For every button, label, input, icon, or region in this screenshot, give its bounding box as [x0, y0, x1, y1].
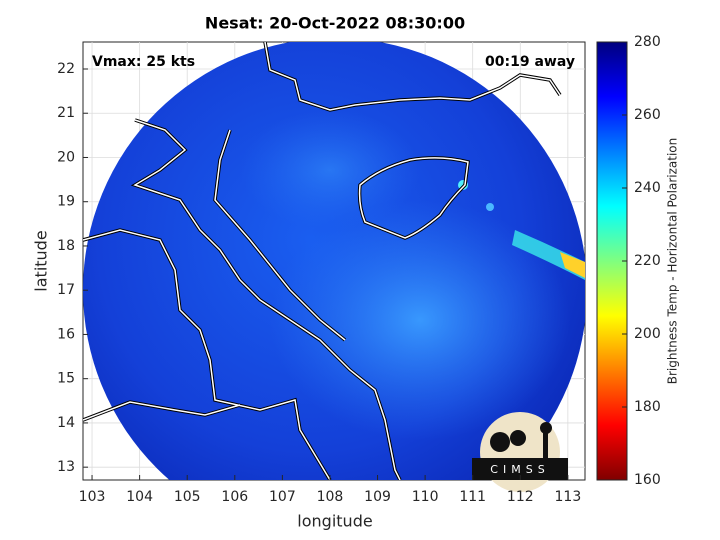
x-tick-label: 110	[412, 489, 439, 505]
y-tick-label: 17	[57, 282, 75, 298]
x-tick-label: 111	[459, 489, 486, 505]
x-axis-label: longitude	[297, 512, 372, 531]
logo: CIMSS	[472, 412, 568, 492]
x-tick-label: 105	[174, 489, 201, 505]
y-tick-label: 22	[57, 61, 75, 77]
y-tick-label: 16	[57, 326, 75, 342]
y-tick-label: 15	[57, 371, 75, 387]
colorbar-tick-label: 240	[634, 180, 661, 196]
coastlines	[83, 42, 562, 480]
x-tick-label: 106	[221, 489, 248, 505]
satellite-image	[83, 42, 585, 480]
colorbar-tick-label: 260	[634, 107, 661, 123]
y-axis-label: latitude	[32, 230, 51, 291]
x-tick-label: 103	[79, 489, 106, 505]
colorbar-tick-label: 200	[634, 326, 661, 342]
logo-text: CIMSS	[490, 463, 549, 476]
colorbar-tick-label: 180	[634, 399, 661, 415]
x-tick-label: 113	[555, 489, 582, 505]
x-tick-label: 107	[269, 489, 296, 505]
x-tick-label: 112	[507, 489, 534, 505]
annotation: Vmax: 25 kts	[92, 54, 195, 70]
x-tick-label: 104	[126, 489, 153, 505]
x-tick-label: 108	[317, 489, 344, 505]
colorbar-label: Brightness Temp - Horizontal Polarizatio…	[666, 138, 680, 385]
colorbar-tick-label: 280	[634, 34, 661, 50]
y-tick-label: 19	[57, 194, 75, 210]
chart-title: Nesat: 20-Oct-2022 08:30:00	[205, 14, 465, 33]
y-tick-label: 18	[57, 238, 75, 254]
y-tick-label: 21	[57, 105, 75, 121]
colorbar-tick-label: 160	[634, 472, 661, 488]
annotation: 00:19 away	[485, 54, 575, 70]
y-tick-label: 13	[57, 459, 75, 475]
colorbar-tick-label: 220	[634, 253, 661, 269]
y-tick-label: 14	[57, 415, 75, 431]
y-tick-label: 20	[57, 149, 75, 165]
x-tick-label: 109	[364, 489, 391, 505]
